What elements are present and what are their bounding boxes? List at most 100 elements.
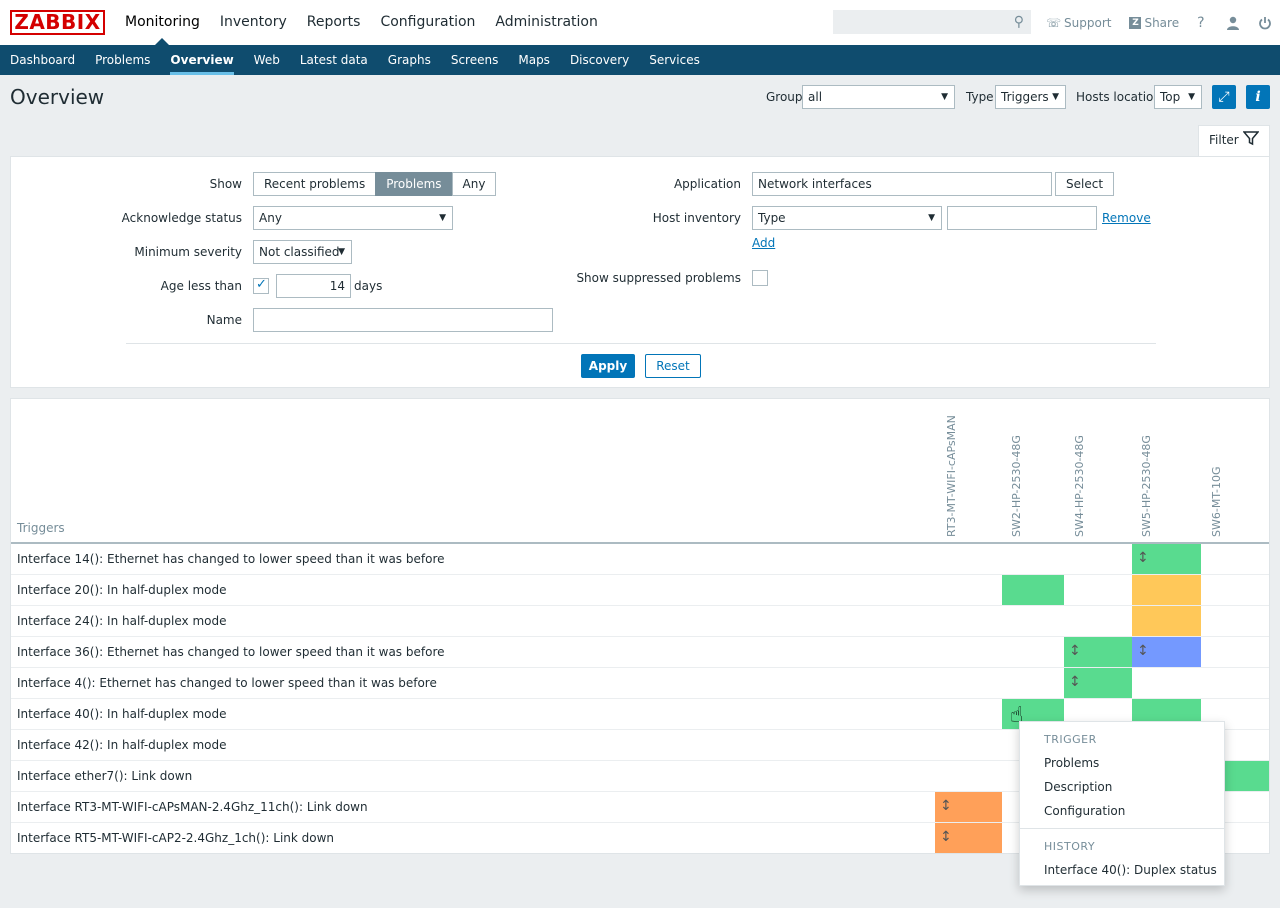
hosts-location-select[interactable]: Top ▼ — [1154, 85, 1202, 109]
min-severity-label: Minimum severity — [134, 245, 242, 259]
table-row: Interface 4(): Ethernet has changed to l… — [11, 668, 1269, 699]
apply-button[interactable]: Apply — [581, 354, 635, 378]
triggers-column-header: Triggers — [17, 521, 65, 535]
menu-item-problems[interactable]: Problems — [1044, 756, 1100, 770]
host-header-sw4[interactable]: SW4-HP-2530-48G — [1072, 407, 1088, 537]
acknowledged-icon: ↕ — [1069, 643, 1081, 659]
submenu-services[interactable]: Services — [649, 53, 700, 67]
help-link[interactable]: ? — [1197, 15, 1207, 31]
days-unit-label: days — [354, 279, 383, 293]
fullscreen-button[interactable]: ⤢ — [1212, 85, 1236, 109]
table-row: Interface 42(): In half-duplex mode — [11, 730, 1269, 761]
menu-item-configuration[interactable]: Configuration — [1044, 804, 1126, 818]
filter-icon — [1243, 131, 1259, 146]
age-less-than-checkbox[interactable]: ✓ — [253, 277, 269, 294]
submenu-screens[interactable]: Screens — [450, 53, 499, 67]
acknowledged-icon: ↕ — [940, 829, 952, 845]
headset-icon: ☏ — [1046, 15, 1062, 30]
remove-inventory-link[interactable]: Remove — [1102, 211, 1151, 225]
status-cell-problem[interactable] — [1132, 575, 1201, 605]
trigger-section-header: TRIGGER — [1044, 733, 1097, 746]
table-row: Interface 24(): In half-duplex mode — [11, 606, 1269, 637]
menu-item-description[interactable]: Description — [1044, 780, 1113, 794]
show-any[interactable]: Any — [451, 172, 497, 196]
host-header-label: SW6-MT-10G — [1210, 466, 1223, 537]
submenu-problems[interactable]: Problems — [95, 53, 151, 67]
age-days-input[interactable]: 14 — [276, 274, 351, 298]
submenu-overview[interactable]: Overview — [170, 45, 234, 75]
type-select-value: Triggers — [1001, 90, 1049, 104]
profile-link[interactable] — [1226, 16, 1240, 30]
host-header-sw6[interactable]: SW6-MT-10G — [1209, 407, 1225, 537]
status-cell-problem[interactable] — [1002, 575, 1064, 605]
show-recent-problems[interactable]: Recent problems — [253, 172, 377, 196]
search-icon[interactable]: ⚲ — [1013, 14, 1024, 30]
table-row: Interface RT3-MT-WIFI-cAPsMAN-2.4Ghz_11c… — [11, 792, 1269, 823]
group-label: Group — [766, 90, 803, 104]
menu-item-history[interactable]: Interface 40(): Duplex status — [1044, 863, 1217, 877]
type-select[interactable]: Triggers ▼ — [995, 85, 1066, 109]
submenu-latest-data[interactable]: Latest data — [299, 53, 368, 67]
submenu-web[interactable]: Web — [253, 53, 280, 67]
table-row: Interface 36(): Ethernet has changed to … — [11, 637, 1269, 668]
status-cell-problem[interactable]: ↕ — [1132, 544, 1201, 574]
table-row: Interface 14(): Ethernet has changed to … — [11, 544, 1269, 575]
submenu-graphs[interactable]: Graphs — [387, 53, 431, 67]
host-header-sw5[interactable]: SW5-HP-2530-48G — [1139, 407, 1155, 537]
acknowledged-icon: ↕ — [1137, 550, 1149, 566]
reset-button[interactable]: Reset — [645, 354, 701, 378]
submenu-dashboard[interactable]: Dashboard — [10, 53, 76, 67]
status-cell-problem[interactable]: ↕ — [1064, 668, 1132, 698]
submenu-maps[interactable]: Maps — [518, 53, 550, 67]
menu-inventory[interactable]: Inventory — [219, 14, 287, 30]
dropdown-arrow-icon: ▼ — [941, 92, 948, 102]
submenu-discovery[interactable]: Discovery — [569, 53, 630, 67]
global-search-input[interactable]: ⚲ — [833, 10, 1031, 34]
info-button[interactable]: i — [1246, 85, 1270, 109]
host-header-label: SW4-HP-2530-48G — [1073, 435, 1086, 537]
status-cell-problem[interactable]: ↕ — [1064, 637, 1132, 667]
status-cell-problem[interactable]: ↕ — [1132, 637, 1201, 667]
table-row: Interface RT5-MT-WIFI-cAP2-2.4Ghz_1ch():… — [11, 823, 1269, 853]
add-inventory-link[interactable]: Add — [752, 236, 776, 250]
status-cell-problem[interactable]: ↕ — [935, 792, 1002, 822]
trigger-name: Interface 40(): In half-duplex mode — [17, 707, 227, 721]
header-divider — [11, 542, 1269, 544]
trigger-name: Interface 24(): In half-duplex mode — [17, 614, 227, 628]
status-cell-problem[interactable] — [1132, 606, 1201, 636]
group-select[interactable]: all ▼ — [802, 85, 955, 109]
host-inventory-label: Host inventory — [652, 211, 741, 225]
trigger-name: Interface 20(): In half-duplex mode — [17, 583, 227, 597]
host-inventory-value-input[interactable] — [947, 206, 1097, 230]
top-header: ZABBIX Monitoring Inventory Reports Conf… — [0, 0, 1280, 45]
ack-status-select[interactable]: Any ▼ — [253, 206, 453, 230]
group-select-value: all — [808, 90, 823, 104]
status-cell-problem[interactable]: ↕ — [935, 823, 1002, 853]
host-header-rt3[interactable]: RT3-MT-WIFI-cAPsMAN — [944, 407, 960, 537]
menu-monitoring[interactable]: Monitoring — [125, 0, 200, 45]
dropdown-arrow-icon: ▼ — [439, 213, 446, 223]
application-label: Application — [673, 177, 741, 191]
acknowledged-icon: ↕ — [1069, 674, 1081, 690]
application-input[interactable]: Network interfaces — [752, 172, 1052, 196]
support-link[interactable]: ☏ Support — [1046, 16, 1111, 30]
name-label: Name — [206, 313, 242, 327]
host-inventory-type-select[interactable]: Type ▼ — [752, 206, 942, 230]
name-input[interactable] — [253, 308, 553, 332]
zabbix-logo[interactable]: ZABBIX — [10, 10, 105, 35]
menu-reports[interactable]: Reports — [306, 14, 361, 30]
filter-tab[interactable]: Filter — [1198, 125, 1270, 157]
menu-administration[interactable]: Administration — [495, 14, 598, 30]
share-link[interactable]: Z Share — [1129, 16, 1179, 30]
show-suppressed-checkbox[interactable] — [752, 270, 768, 286]
show-segmented-control: Recent problems Problems Any — [253, 172, 497, 196]
host-header-sw2[interactable]: SW2-HP-2530-48G — [1009, 407, 1025, 537]
show-problems[interactable]: Problems — [375, 172, 453, 196]
signout-link[interactable] — [1258, 16, 1272, 30]
filter-divider — [126, 343, 1156, 344]
min-severity-select[interactable]: Not classified ▼ — [253, 240, 352, 264]
menu-configuration[interactable]: Configuration — [380, 14, 476, 30]
application-select-button[interactable]: Select — [1055, 172, 1115, 196]
power-icon — [1258, 16, 1271, 29]
trigger-name: Interface 42(): In half-duplex mode — [17, 738, 227, 752]
